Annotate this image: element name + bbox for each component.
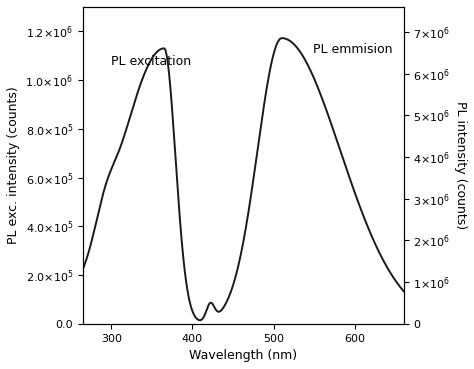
X-axis label: Wavelength (nm): Wavelength (nm) <box>189 349 297 362</box>
Y-axis label: PL intensity (counts): PL intensity (counts) <box>454 101 467 230</box>
Text: PL emmision: PL emmision <box>313 43 392 56</box>
Y-axis label: PL exc. intensity (counts): PL exc. intensity (counts) <box>7 86 20 244</box>
Text: PL excitation: PL excitation <box>111 55 191 68</box>
